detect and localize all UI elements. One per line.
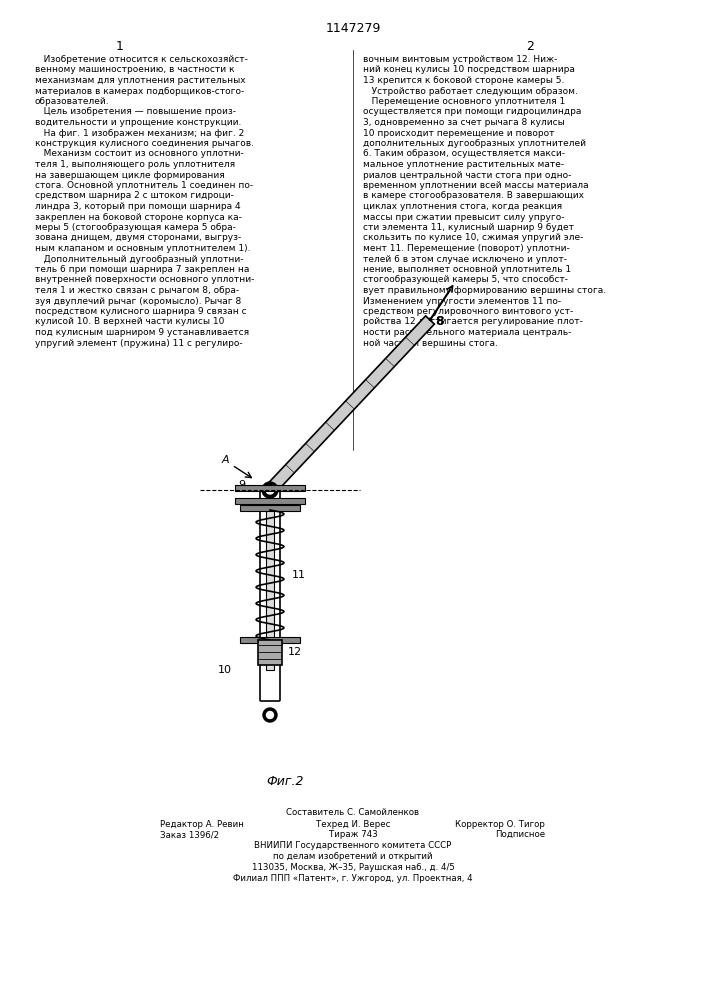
Text: Редактор А. Ревин: Редактор А. Ревин (160, 820, 244, 829)
Text: Изобретение относится к сельскохозяйст-: Изобретение относится к сельскохозяйст- (35, 55, 248, 64)
Text: средством регулировочного винтового уст-: средством регулировочного винтового уст- (363, 307, 573, 316)
Text: вочным винтовым устройством 12. Ниж-: вочным винтовым устройством 12. Ниж- (363, 55, 557, 64)
Text: 10 происходит перемещение и поворот: 10 происходит перемещение и поворот (363, 128, 554, 137)
Text: вует правильному формированию вершины стога.: вует правильному формированию вершины ст… (363, 286, 606, 295)
Text: скользить по кулисе 10, сжимая упругий эле-: скользить по кулисе 10, сжимая упругий э… (363, 233, 583, 242)
Text: ВНИИПИ Государственного комитета СССР: ВНИИПИ Государственного комитета СССР (255, 841, 452, 850)
Text: стога. Основной уплотнитель 1 соединен по-: стога. Основной уплотнитель 1 соединен п… (35, 181, 253, 190)
FancyBboxPatch shape (260, 489, 280, 701)
Bar (266, 510, 274, 670)
Bar (235, 498, 305, 504)
Text: ний конец кулисы 10 посредством шарнира: ний конец кулисы 10 посредством шарнира (363, 66, 575, 75)
Text: ройства 12 достигается регулирование плот-: ройства 12 достигается регулирование пло… (363, 318, 583, 326)
Text: мальное уплотнение растительных мате-: мальное уплотнение растительных мате- (363, 160, 564, 169)
Text: механизмам для уплотнения растительных: механизмам для уплотнения растительных (35, 76, 245, 85)
Circle shape (267, 712, 274, 718)
Text: зуя двуплечий рычаг (коромысло). Рычаг 8: зуя двуплечий рычаг (коромысло). Рычаг 8 (35, 296, 241, 306)
Text: ным клапаном и основным уплотнителем 1).: ным клапаном и основным уплотнителем 1). (35, 244, 250, 253)
Text: посредством кулисного шарнира 9 связан с: посредством кулисного шарнира 9 связан с (35, 307, 247, 316)
Circle shape (266, 486, 274, 494)
Text: венному машиностроению, в частности к: венному машиностроению, в частности к (35, 66, 235, 75)
Text: 11: 11 (292, 570, 306, 580)
Text: материалов в камерах подборщиков-стого-: материалов в камерах подборщиков-стого- (35, 87, 244, 96)
Text: Техред И. Верес: Техред И. Верес (316, 820, 390, 829)
Text: Заказ 1396/2: Заказ 1396/2 (160, 830, 219, 839)
Text: Составитель С. Самойленков: Составитель С. Самойленков (286, 808, 419, 817)
Circle shape (262, 482, 278, 498)
Text: сти элемента 11, кулисный шарнир 9 будет: сти элемента 11, кулисный шарнир 9 будет (363, 223, 574, 232)
Text: кулисой 10. В верхней части кулисы 10: кулисой 10. В верхней части кулисы 10 (35, 318, 224, 326)
Text: на завершающем цикле формирования: на завершающем цикле формирования (35, 170, 225, 180)
Text: 113035, Москва, Ж–35, Раушская наб., д. 4/5: 113035, Москва, Ж–35, Раушская наб., д. … (252, 863, 455, 872)
Text: A: A (221, 455, 229, 465)
Text: водительности и упрощение конструкции.: водительности и упрощение конструкции. (35, 118, 241, 127)
Circle shape (263, 708, 277, 722)
Bar (240, 637, 300, 643)
Text: меры 5 (стогообразующая камера 5 обра-: меры 5 (стогообразующая камера 5 обра- (35, 223, 236, 232)
Text: в камере стогообразователя. В завершающих: в камере стогообразователя. В завершающи… (363, 192, 584, 200)
Text: 13 крепится к боковой стороне камеры 5.: 13 крепится к боковой стороне камеры 5. (363, 76, 564, 85)
Bar (240, 505, 300, 511)
Text: 6. Таким образом, осуществляется макси-: 6. Таким образом, осуществляется макси- (363, 149, 565, 158)
Text: 9: 9 (238, 480, 245, 490)
Text: Подписное: Подписное (495, 830, 545, 839)
Text: Дополнительный дугообразный уплотни-: Дополнительный дугообразный уплотни- (35, 254, 243, 263)
Text: 3, одновременно за счет рычага 8 кулисы: 3, одновременно за счет рычага 8 кулисы (363, 118, 565, 127)
Text: 1: 1 (116, 40, 124, 53)
Text: тель 6 при помощи шарнира 7 закреплен на: тель 6 при помощи шарнира 7 закреплен на (35, 265, 250, 274)
Text: закреплен на боковой стороне корпуса ка-: закреплен на боковой стороне корпуса ка- (35, 213, 242, 222)
Text: стогообразующей камеры 5, что способст-: стогообразующей камеры 5, что способст- (363, 275, 568, 284)
Text: Корректор О. Тигор: Корректор О. Тигор (455, 820, 545, 829)
Text: Тираж 743: Тираж 743 (329, 830, 378, 839)
Text: риалов центральной части стога при одно-: риалов центральной части стога при одно- (363, 170, 571, 180)
Text: средством шарнира 2 с штоком гидроци-: средством шарнира 2 с штоком гидроци- (35, 192, 234, 200)
Text: зована днищем, двумя сторонами, выгруз-: зована днищем, двумя сторонами, выгруз- (35, 233, 241, 242)
Text: мент 11. Перемещение (поворот) уплотни-: мент 11. Перемещение (поворот) уплотни- (363, 244, 570, 253)
Text: Филиал ППП «Патент», г. Ужгород, ул. Проектная, 4: Филиал ППП «Патент», г. Ужгород, ул. Про… (233, 874, 473, 883)
Text: внутренней поверхности основного уплотни-: внутренней поверхности основного уплотни… (35, 275, 255, 284)
Text: по делам изобретений и открытий: по делам изобретений и открытий (273, 852, 433, 861)
Text: 12: 12 (288, 647, 302, 657)
Text: линдра 3, который при помощи шарнира 4: линдра 3, который при помощи шарнира 4 (35, 202, 240, 211)
Text: теля 1, выполняющего роль уплотнителя: теля 1, выполняющего роль уплотнителя (35, 160, 235, 169)
Bar (235, 485, 305, 491)
Text: осуществляется при помощи гидроцилиндра: осуществляется при помощи гидроцилиндра (363, 107, 581, 116)
Text: 10: 10 (218, 665, 232, 675)
Text: временном уплотнении всей массы материала: временном уплотнении всей массы материал… (363, 181, 589, 190)
Text: дополнительных дугообразных уплотнителей: дополнительных дугообразных уплотнителей (363, 139, 586, 148)
Text: ности растительного материала централь-: ности растительного материала централь- (363, 328, 571, 337)
Text: под кулисным шарниром 9 устанавливается: под кулисным шарниром 9 устанавливается (35, 328, 249, 337)
Text: образователей.: образователей. (35, 97, 110, 106)
Text: конструкция кулисного соединения рычагов.: конструкция кулисного соединения рычагов… (35, 139, 254, 148)
Text: 8: 8 (435, 315, 443, 328)
Text: Фиг.2: Фиг.2 (267, 775, 304, 788)
Text: Изменением упругости элементов 11 по-: Изменением упругости элементов 11 по- (363, 296, 561, 306)
Text: циклах уплотнения стога, когда реакция: циклах уплотнения стога, когда реакция (363, 202, 562, 211)
Text: нение, выполняет основной уплотнитель 1: нение, выполняет основной уплотнитель 1 (363, 265, 571, 274)
Text: массы при сжатии превысит силу упруго-: массы при сжатии превысит силу упруго- (363, 213, 564, 222)
Text: 1147279: 1147279 (325, 22, 380, 35)
Text: Цель изобретения — повышение произ-: Цель изобретения — повышение произ- (35, 107, 236, 116)
Polygon shape (266, 316, 434, 494)
Text: Перемещение основного уплотнителя 1: Перемещение основного уплотнителя 1 (363, 97, 566, 106)
Bar (258, 640, 282, 665)
Text: упругий элемент (пружина) 11 с регулиро-: упругий элемент (пружина) 11 с регулиро- (35, 338, 243, 348)
Text: 2: 2 (526, 40, 534, 53)
Text: телей 6 в этом случае исключено и уплот-: телей 6 в этом случае исключено и уплот- (363, 254, 567, 263)
Text: Механизм состоит из основного уплотни-: Механизм состоит из основного уплотни- (35, 149, 244, 158)
Text: теля 1 и жестко связан с рычагом 8, обра-: теля 1 и жестко связан с рычагом 8, обра… (35, 286, 239, 295)
Text: ной части и вершины стога.: ной части и вершины стога. (363, 338, 498, 348)
Text: На фиг. 1 изображен механизм; на фиг. 2: На фиг. 1 изображен механизм; на фиг. 2 (35, 128, 244, 137)
Text: Устройство работает следующим образом.: Устройство работает следующим образом. (363, 87, 578, 96)
